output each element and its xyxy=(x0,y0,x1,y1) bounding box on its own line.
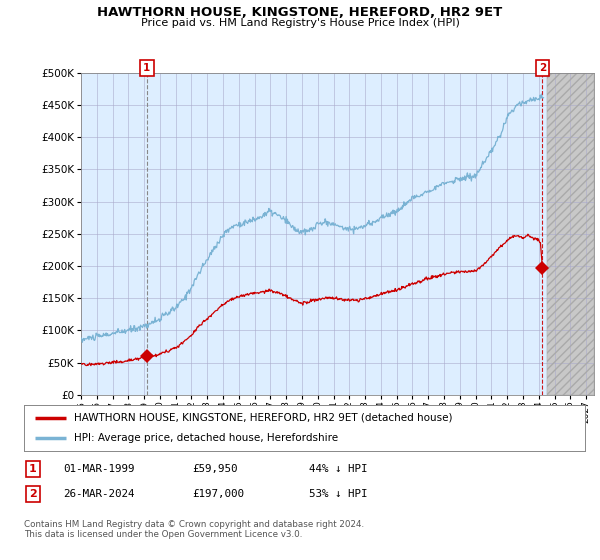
Text: HAWTHORN HOUSE, KINGSTONE, HEREFORD, HR2 9ET (detached house): HAWTHORN HOUSE, KINGSTONE, HEREFORD, HR2… xyxy=(74,413,453,423)
Bar xyxy=(547,73,594,395)
Text: Contains HM Land Registry data © Crown copyright and database right 2024.
This d: Contains HM Land Registry data © Crown c… xyxy=(24,520,364,539)
Text: 26-MAR-2024: 26-MAR-2024 xyxy=(63,489,134,499)
Text: 01-MAR-1999: 01-MAR-1999 xyxy=(63,464,134,474)
Text: 44% ↓ HPI: 44% ↓ HPI xyxy=(309,464,367,474)
Text: 2: 2 xyxy=(29,489,37,499)
Text: 1: 1 xyxy=(143,63,151,73)
Text: 2: 2 xyxy=(539,63,546,73)
Text: £59,950: £59,950 xyxy=(192,464,238,474)
Text: HPI: Average price, detached house, Herefordshire: HPI: Average price, detached house, Here… xyxy=(74,433,338,443)
Text: 53% ↓ HPI: 53% ↓ HPI xyxy=(309,489,367,499)
Bar xyxy=(547,73,594,395)
Text: HAWTHORN HOUSE, KINGSTONE, HEREFORD, HR2 9ET: HAWTHORN HOUSE, KINGSTONE, HEREFORD, HR2… xyxy=(97,6,503,19)
Text: £197,000: £197,000 xyxy=(192,489,244,499)
Text: Price paid vs. HM Land Registry's House Price Index (HPI): Price paid vs. HM Land Registry's House … xyxy=(140,18,460,29)
Text: 1: 1 xyxy=(29,464,37,474)
